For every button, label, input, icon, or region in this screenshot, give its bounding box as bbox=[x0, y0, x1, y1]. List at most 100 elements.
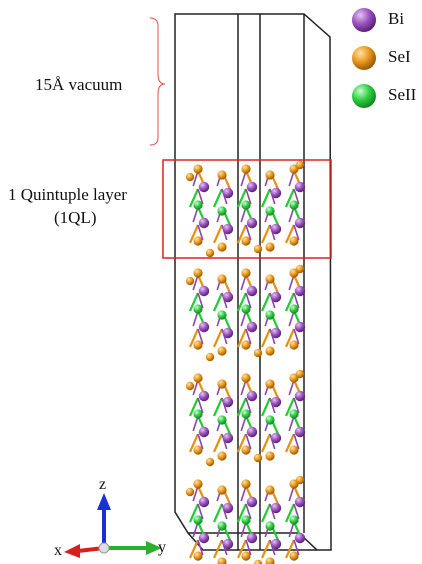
se2-atom bbox=[289, 515, 299, 525]
se1-atom bbox=[185, 276, 195, 286]
se1-atom bbox=[205, 352, 215, 362]
legend-se2-sphere bbox=[352, 84, 376, 108]
se1-atom bbox=[185, 487, 195, 497]
se1-atom bbox=[253, 453, 263, 463]
bond bbox=[188, 292, 200, 312]
se1-atom bbox=[289, 445, 299, 455]
bond bbox=[188, 224, 200, 244]
se2-atom bbox=[193, 409, 203, 419]
bi-atom bbox=[222, 187, 234, 199]
legend-se1-sphere bbox=[352, 46, 376, 70]
bi-atom bbox=[294, 321, 306, 333]
coordinate-axes bbox=[64, 493, 162, 558]
bi-atom bbox=[198, 285, 210, 297]
se1-atom bbox=[253, 244, 263, 254]
unit-cell bbox=[174, 13, 332, 551]
se1-atom bbox=[217, 170, 227, 180]
se2-atom bbox=[217, 310, 227, 320]
bond bbox=[284, 188, 296, 208]
bi-atom bbox=[222, 396, 234, 408]
se1-atom bbox=[241, 268, 251, 278]
se2-atom bbox=[265, 310, 275, 320]
bond bbox=[245, 397, 252, 414]
se2-atom bbox=[217, 521, 227, 531]
bond bbox=[197, 433, 204, 450]
se1-atom bbox=[295, 264, 305, 274]
bond bbox=[197, 397, 204, 414]
bond bbox=[293, 292, 300, 309]
bond bbox=[284, 328, 296, 348]
bond bbox=[236, 397, 248, 417]
se1-atom bbox=[185, 381, 195, 391]
bi-atom bbox=[294, 496, 306, 508]
axis-label-z: z bbox=[99, 476, 107, 493]
bi-atom bbox=[270, 396, 282, 408]
quintuple-layer-abbrev: (1QL) bbox=[54, 208, 97, 227]
bi-atom bbox=[270, 187, 282, 199]
bond bbox=[197, 328, 204, 345]
se1-atom bbox=[265, 170, 275, 180]
bi-atom bbox=[294, 532, 306, 544]
se1-atom bbox=[295, 369, 305, 379]
se1-atom bbox=[295, 475, 305, 485]
bi-atom bbox=[270, 502, 282, 514]
bi-atom bbox=[198, 181, 210, 193]
bi-atom bbox=[246, 285, 258, 297]
se2-atom bbox=[241, 515, 251, 525]
bi-atom bbox=[222, 223, 234, 235]
bond bbox=[293, 224, 300, 241]
se2-atom bbox=[193, 304, 203, 314]
bond bbox=[236, 433, 248, 453]
bond bbox=[236, 503, 248, 523]
bond bbox=[188, 188, 200, 208]
bond bbox=[188, 397, 200, 417]
bond bbox=[188, 433, 200, 453]
bond bbox=[260, 397, 272, 417]
bond bbox=[260, 503, 272, 523]
bi-atom bbox=[294, 426, 306, 438]
se2-atom bbox=[265, 415, 275, 425]
se1-atom bbox=[193, 268, 203, 278]
se2-atom bbox=[241, 200, 251, 210]
se1-atom bbox=[217, 274, 227, 284]
quintuple-layer-label: 1 Quintuple layer bbox=[8, 185, 127, 204]
bond bbox=[284, 433, 296, 453]
se1-atom bbox=[265, 346, 275, 356]
bond bbox=[245, 224, 252, 241]
se1-atom bbox=[193, 340, 203, 350]
bi-atom bbox=[246, 321, 258, 333]
bi-atom bbox=[222, 432, 234, 444]
bond bbox=[188, 328, 200, 348]
axis-label-y: y bbox=[158, 539, 166, 556]
bond bbox=[236, 328, 248, 348]
bi-atom bbox=[246, 390, 258, 402]
bond bbox=[284, 503, 296, 523]
se2-atom bbox=[193, 200, 203, 210]
se1-atom bbox=[253, 559, 263, 564]
se1-atom bbox=[217, 451, 227, 461]
se1-atom bbox=[241, 445, 251, 455]
bi-atom bbox=[198, 390, 210, 402]
bi-atom bbox=[222, 502, 234, 514]
bond bbox=[260, 539, 272, 559]
bond bbox=[212, 292, 224, 312]
bond bbox=[260, 188, 272, 208]
se1-atom bbox=[295, 160, 305, 170]
bond bbox=[284, 539, 296, 559]
bi-atom bbox=[198, 426, 210, 438]
bond bbox=[212, 188, 224, 208]
vacuum-bracket bbox=[149, 17, 166, 146]
axis-label-x: x bbox=[54, 542, 62, 559]
bond bbox=[212, 539, 224, 559]
se1-atom bbox=[241, 479, 251, 489]
legend-label-se2: SeII bbox=[388, 85, 417, 104]
se2-atom bbox=[217, 206, 227, 216]
bond bbox=[284, 397, 296, 417]
bond bbox=[293, 503, 300, 520]
bond bbox=[260, 328, 272, 348]
se1-atom bbox=[217, 485, 227, 495]
bond bbox=[212, 397, 224, 417]
bi-atom bbox=[222, 327, 234, 339]
se1-atom bbox=[217, 557, 227, 564]
se2-atom bbox=[217, 415, 227, 425]
